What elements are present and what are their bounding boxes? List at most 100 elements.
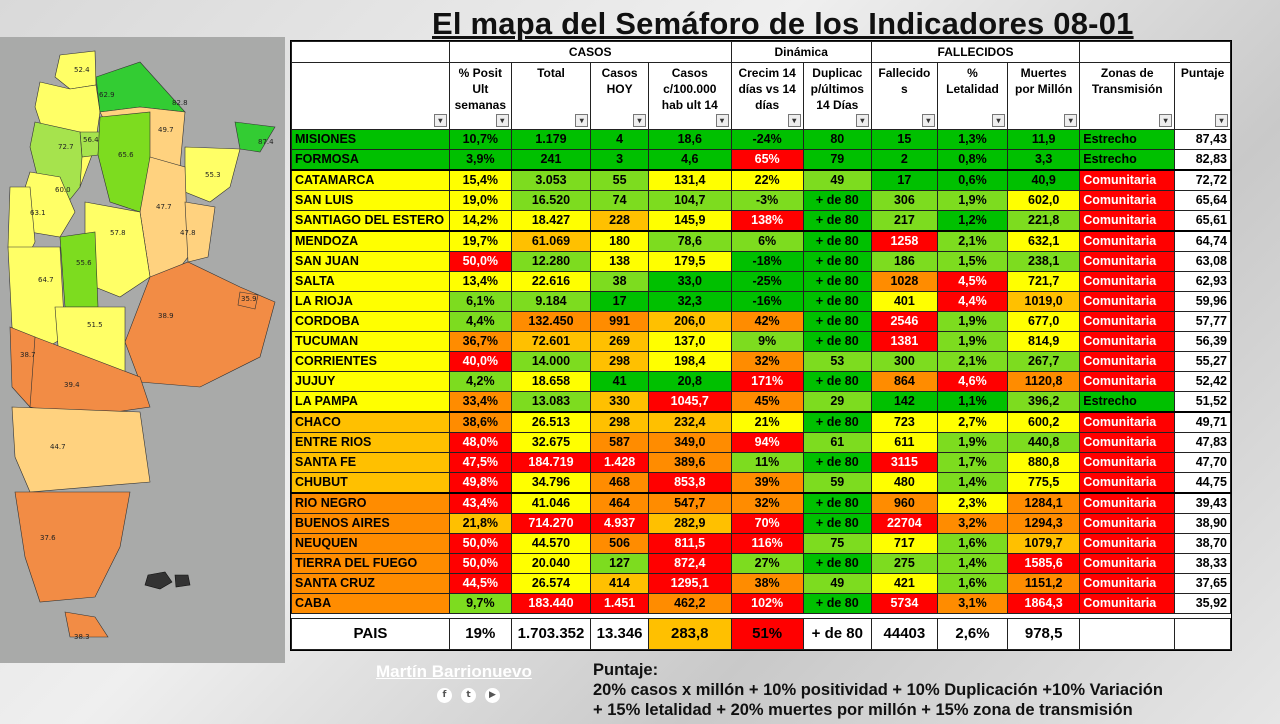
value-cell: 41.046 — [510, 492, 592, 514]
column-header[interactable]: Zonas de Transmisión ▾ — [1079, 62, 1176, 130]
column-header[interactable]: Duplicac p/últimos 14 Días ▾ — [802, 62, 872, 130]
indicators-table-wrapper: CASOS Dinámica FALLECIDOS ▾% Posit Ult s… — [290, 40, 1232, 651]
puntaje-cell: 37,65 — [1174, 573, 1231, 594]
filter-dropdown-icon[interactable]: ▾ — [632, 114, 646, 127]
value-cell: 721,7 — [1007, 271, 1081, 292]
column-header[interactable]: Fallecido s ▾ — [870, 62, 938, 130]
value-cell: 70% — [730, 513, 804, 534]
group-header-row: CASOS Dinámica FALLECIDOS — [291, 41, 1231, 63]
table-row: MENDOZA 19,7% 61.069 180 78,6 6% + de 80 1258 2,… — [291, 230, 1231, 252]
filter-dropdown-icon[interactable]: ▾ — [575, 114, 589, 127]
value-cell: 6,1% — [448, 291, 512, 312]
value-cell: 4,6% — [936, 371, 1009, 392]
province-name: FORMOSA — [291, 149, 450, 171]
column-header[interactable]: Casos c/100.000 hab ult 14 ▾ — [647, 62, 732, 130]
twitter-icon[interactable]: t — [461, 688, 476, 703]
social-links: f t ▶ — [437, 688, 500, 703]
column-header[interactable]: Total ▾ — [510, 62, 592, 130]
column-header[interactable]: Crecim 14 días vs 14 días ▾ — [730, 62, 804, 130]
map-label: 35.9 — [241, 295, 257, 303]
value-cell: 3.053 — [510, 169, 592, 191]
value-cell: + de 80 — [802, 311, 872, 332]
puntaje-title: Puntaje: — [593, 661, 659, 679]
puntaje-cell: 64,74 — [1174, 230, 1231, 252]
total-row: PAIS 19% 1.703.352 13.346 283,8 51% + de 80 444… — [291, 618, 1231, 650]
value-cell: 1,9% — [936, 432, 1009, 453]
puntaje-cell: 57,77 — [1174, 311, 1231, 332]
author-name[interactable]: Martín Barrionuevo — [376, 662, 532, 681]
map-label: 60.0 — [55, 186, 71, 194]
column-header[interactable]: Casos HOY ▾ — [590, 62, 649, 130]
province-name: CABA — [291, 593, 450, 614]
map-label: 39.4 — [64, 381, 80, 389]
youtube-icon[interactable]: ▶ — [485, 688, 500, 703]
map-label: 63.1 — [30, 209, 46, 217]
filter-dropdown-icon[interactable]: ▾ — [787, 114, 801, 127]
filter-dropdown-icon[interactable]: ▾ — [1064, 114, 1078, 127]
column-header[interactable]: % Posit Ult semanas ▾ — [448, 62, 512, 130]
value-cell: 19,0% — [448, 190, 512, 211]
column-header[interactable]: Muertes por Millón ▾ — [1007, 62, 1081, 130]
puntaje-cell: 47,83 — [1174, 432, 1231, 453]
table-row: NEUQUEN 50,0% 44.570 506 811,5 116% 75 717 1,6% 1… — [291, 533, 1231, 554]
value-cell: 32% — [730, 351, 804, 372]
filter-dropdown-icon[interactable]: ▾ — [1215, 114, 1228, 127]
map-label: 52.4 — [74, 66, 90, 74]
value-cell: 72.601 — [510, 331, 592, 352]
column-header[interactable]: % Letalidad ▾ — [936, 62, 1009, 130]
value-cell: + de 80 — [802, 553, 872, 574]
value-cell: 1284,1 — [1007, 492, 1081, 514]
map-label: 44.7 — [50, 443, 66, 451]
table-row: TUCUMAN 36,7% 72.601 269 137,0 9% + de 80 1381 1… — [291, 331, 1231, 352]
map-svg: 52.4 62.9 82.8 49.7 56.4 72.7 65.6 87.4 … — [7, 50, 276, 641]
filter-dropdown-icon[interactable]: ▾ — [715, 114, 729, 127]
value-cell: 55 — [590, 169, 649, 191]
value-cell: 1,9% — [936, 190, 1009, 211]
value-cell: 1381 — [870, 331, 938, 352]
column-header[interactable]: Puntaje ▾ — [1174, 62, 1231, 130]
column-header[interactable]: ▾ — [291, 62, 450, 130]
value-cell: 717 — [870, 533, 938, 554]
value-cell: 232,4 — [647, 411, 732, 433]
province-name: RIO NEGRO — [291, 492, 450, 514]
filter-dropdown-icon[interactable]: ▾ — [495, 114, 509, 127]
filter-dropdown-icon[interactable]: ▾ — [921, 114, 935, 127]
value-cell: 32% — [730, 492, 804, 514]
value-cell: 872,4 — [647, 553, 732, 574]
zona-cell: Comunitaria — [1079, 432, 1176, 453]
value-cell: 21,8% — [448, 513, 512, 534]
value-cell: 17 — [590, 291, 649, 312]
map-label: 51.5 — [87, 321, 103, 329]
filter-dropdown-icon[interactable]: ▾ — [855, 114, 869, 127]
value-cell: 1294,3 — [1007, 513, 1081, 534]
value-cell: 3,3 — [1007, 149, 1081, 171]
zona-cell: Comunitaria — [1079, 251, 1176, 272]
province-name: SAN LUIS — [291, 190, 450, 211]
total-label: PAIS — [291, 618, 450, 650]
value-cell: 26.513 — [510, 411, 592, 433]
value-cell: 5734 — [870, 593, 938, 614]
filter-dropdown-icon[interactable]: ▾ — [1159, 114, 1173, 127]
map-label: 72.7 — [58, 143, 74, 151]
column-header-label: Crecim 14 días vs 14 días — [738, 66, 796, 112]
column-header-label: Total — [537, 66, 565, 80]
puntaje-cell: 59,96 — [1174, 291, 1231, 312]
value-cell: 4.937 — [590, 513, 649, 534]
value-cell: 180 — [590, 230, 649, 252]
zona-cell: Comunitaria — [1079, 230, 1176, 252]
value-cell: 14,2% — [448, 210, 512, 232]
column-header-label: Fallecido s — [878, 66, 931, 96]
filter-dropdown-icon[interactable]: ▾ — [433, 114, 447, 127]
value-cell: 2,1% — [936, 351, 1009, 372]
value-cell: 49,8% — [448, 472, 512, 494]
zona-cell: Comunitaria — [1079, 411, 1176, 433]
zona-cell: Comunitaria — [1079, 573, 1176, 594]
value-cell: 1.179 — [510, 129, 592, 150]
province-name: SAN JUAN — [291, 251, 450, 272]
value-cell: 43,4% — [448, 492, 512, 514]
filter-dropdown-icon[interactable]: ▾ — [992, 114, 1006, 127]
facebook-icon[interactable]: f — [437, 688, 452, 703]
value-cell: 44,5% — [448, 573, 512, 594]
value-cell: 74 — [590, 190, 649, 211]
zona-cell: Comunitaria — [1079, 492, 1176, 514]
